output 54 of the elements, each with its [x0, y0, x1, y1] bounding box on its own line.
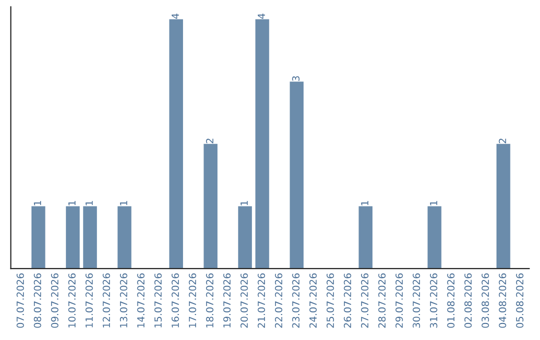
x-tick-label: 08.07.2026: [34, 273, 42, 328]
x-tick-label: 17.07.2026: [188, 273, 196, 328]
data-label: 2: [206, 138, 214, 144]
bar: [496, 144, 510, 269]
data-label: 3: [292, 76, 300, 81]
data-label: 4: [258, 14, 265, 19]
bar: [31, 206, 46, 269]
x-tick-label: 09.07.2026: [51, 273, 58, 328]
x-tick-label: 10.07.2026: [68, 273, 76, 328]
data-label: 1: [68, 200, 76, 206]
x-tick-label: 02.08.2026: [464, 273, 472, 328]
x-tick-label: 12.07.2026: [102, 273, 110, 328]
x-tick-label: 24.07.2026: [309, 273, 317, 328]
x-tick-label: 07.07.2026: [16, 273, 24, 328]
bar: [255, 19, 270, 269]
x-tick-label: 23.07.2026: [292, 273, 300, 328]
bar: [238, 206, 252, 269]
x-tick-label: 15.07.2026: [154, 273, 162, 328]
x-tick-label: 28.07.2026: [378, 273, 386, 328]
x-tick-label: 03.08.2026: [482, 273, 489, 328]
x-tick-label: 01.08.2026: [447, 273, 455, 328]
bar: [358, 206, 372, 269]
data-label: 1: [120, 200, 128, 206]
bar: [428, 206, 442, 269]
x-tick-label: 22.07.2026: [274, 273, 282, 328]
x-tick-label: 04.08.2026: [498, 273, 506, 328]
x-tick-label: 20.07.2026: [240, 273, 248, 328]
data-label: 1: [430, 200, 438, 206]
data-label: 1: [240, 200, 248, 206]
x-tick-label: 26.07.2026: [344, 273, 352, 328]
x-tick-label: 11.07.2026: [85, 273, 93, 328]
data-label: 1: [361, 200, 368, 206]
x-tick-label: 30.07.2026: [412, 273, 420, 328]
bar: [204, 144, 218, 269]
x-tick-label: 19.07.2026: [223, 273, 231, 328]
bar: [169, 19, 184, 269]
data-label: 1: [34, 200, 42, 206]
x-tick-label: 16.07.2026: [172, 273, 179, 328]
x-tick-label: 05.08.2026: [516, 273, 524, 328]
x-tick-label: 29.07.2026: [396, 273, 403, 328]
x-tick-label: 31.07.2026: [430, 273, 438, 328]
x-tick-label: 14.07.2026: [137, 273, 145, 328]
data-label: 1: [86, 200, 93, 206]
bar: [290, 82, 304, 269]
x-tick-label: 18.07.2026: [206, 273, 214, 328]
x-tick-label: 13.07.2026: [120, 273, 128, 328]
x-tick-label: 25.07.2026: [326, 273, 334, 328]
bar: [118, 206, 132, 269]
x-tick-label: 21.07.2026: [258, 273, 266, 328]
data-label: 4: [172, 14, 179, 19]
bar: [83, 206, 97, 269]
bar: [66, 206, 80, 269]
x-tick-label: 27.07.2026: [361, 273, 368, 328]
data-label: 2: [498, 138, 506, 144]
